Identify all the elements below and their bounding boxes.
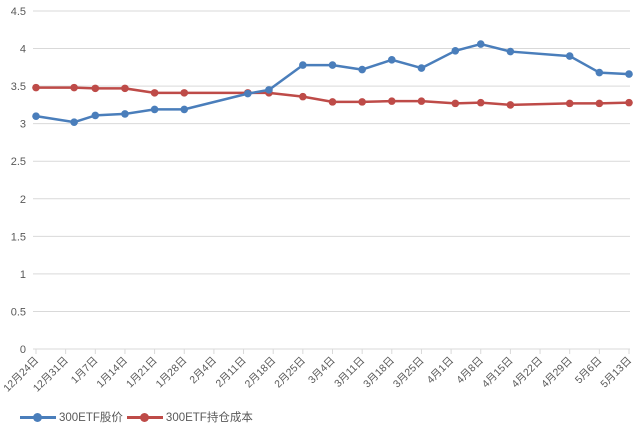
- data-point-marker[interactable]: [625, 70, 633, 78]
- data-point-marker[interactable]: [358, 65, 366, 74]
- x-tick-label: 4月22日: [509, 355, 545, 391]
- data-point-marker[interactable]: [32, 112, 40, 120]
- x-tick-label: 3月11日: [332, 355, 367, 390]
- data-point-marker[interactable]: [91, 84, 100, 93]
- data-point-marker[interactable]: [299, 92, 307, 101]
- data-point-marker[interactable]: [451, 47, 460, 55]
- data-point-marker[interactable]: [506, 101, 515, 109]
- y-tick-label: 4: [20, 44, 26, 56]
- data-point-marker[interactable]: [265, 86, 273, 94]
- data-point-marker[interactable]: [180, 89, 189, 97]
- y-tick-label: 3.5: [11, 81, 26, 93]
- x-tick-label: 1月21日: [124, 355, 160, 391]
- x-tick-label: 5月13日: [598, 355, 634, 391]
- data-point-marker[interactable]: [299, 61, 307, 69]
- x-tick-label: 3月25日: [391, 355, 427, 391]
- y-tick-label: 0: [20, 344, 26, 356]
- data-point-marker[interactable]: [70, 83, 78, 92]
- legend-item-cost[interactable]: 300ETF持仓成本: [126, 409, 253, 425]
- x-tick-label: 2月11日: [213, 355, 248, 390]
- legend: 300ETF股价 300ETF持仓成本: [20, 409, 257, 425]
- data-point-marker[interactable]: [565, 99, 574, 108]
- data-point-marker[interactable]: [388, 97, 396, 105]
- data-point-marker[interactable]: [91, 111, 100, 120]
- x-tick-label: 2月25日: [272, 355, 308, 391]
- x-tick-label: 2月18日: [243, 355, 279, 391]
- x-tick-label: 1月28日: [154, 355, 190, 391]
- data-point-marker[interactable]: [506, 47, 515, 56]
- x-axis: 12月24日12月31日1月7日1月14日1月21日1月28日2月4日2月11日…: [1, 348, 634, 394]
- data-point-marker[interactable]: [70, 118, 78, 126]
- y-tick-label: 4.5: [11, 6, 26, 18]
- x-tick-label: 1月14日: [94, 355, 130, 391]
- legend-line-marker-icon: [20, 411, 56, 423]
- data-point-marker[interactable]: [388, 56, 396, 64]
- legend-item-price[interactable]: 300ETF股价: [20, 409, 123, 425]
- y-tick-label: 1: [20, 269, 26, 281]
- data-point-marker[interactable]: [328, 98, 337, 106]
- data-point-marker[interactable]: [358, 98, 366, 106]
- data-point-marker[interactable]: [32, 83, 40, 92]
- gridlines: [33, 10, 630, 312]
- data-point-marker[interactable]: [180, 105, 189, 114]
- legend-label: 300ETF持仓成本: [165, 412, 253, 424]
- data-point-marker[interactable]: [417, 97, 426, 105]
- x-tick-label: 4月1日: [425, 355, 457, 387]
- data-point-marker[interactable]: [595, 99, 604, 108]
- x-tick-label: 3月18日: [361, 355, 397, 391]
- data-point-marker[interactable]: [595, 68, 604, 77]
- x-tick-label: 4月15日: [480, 355, 516, 391]
- y-axis: 0 0.5 1 1.5 2 2.5 3 3.5 4 4.5: [11, 6, 26, 356]
- y-tick-label: 2.5: [11, 156, 26, 168]
- data-point-marker[interactable]: [625, 98, 633, 107]
- data-point-marker[interactable]: [417, 64, 426, 72]
- data-point-marker[interactable]: [243, 89, 252, 98]
- data-point-marker[interactable]: [565, 52, 574, 60]
- data-point-marker[interactable]: [121, 110, 129, 118]
- legend-line-marker-icon: [126, 411, 163, 423]
- data-point-marker[interactable]: [476, 98, 485, 107]
- x-tick-label: 4月29日: [539, 355, 575, 391]
- data-point-marker[interactable]: [121, 84, 129, 93]
- legend-label: 300ETF股价: [59, 412, 123, 424]
- series-lines: [32, 40, 633, 126]
- y-tick-label: 1.5: [11, 231, 26, 243]
- data-point-marker[interactable]: [476, 40, 485, 48]
- y-tick-label: 3: [20, 119, 26, 131]
- y-tick-label: 2: [20, 194, 26, 206]
- data-point-marker[interactable]: [328, 61, 337, 69]
- data-point-marker[interactable]: [451, 99, 460, 108]
- y-tick-label: 0.5: [11, 306, 26, 318]
- data-point-marker[interactable]: [150, 105, 159, 114]
- data-point-marker[interactable]: [150, 89, 159, 97]
